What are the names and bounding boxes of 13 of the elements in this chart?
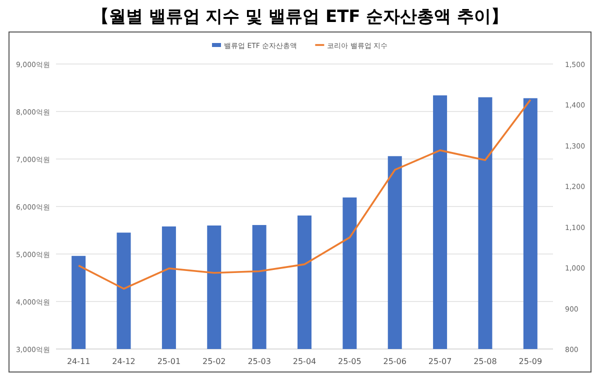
x-tick-label: 25-08	[474, 357, 497, 366]
x-tick-label: 25-03	[248, 357, 271, 366]
x-tick-label: 25-05	[338, 357, 362, 366]
x-tick-label: 25-01	[157, 357, 181, 366]
x-tick-label: 25-02	[202, 357, 226, 366]
line-series	[78, 98, 532, 290]
x-tick-label: 25-09	[518, 357, 542, 366]
x-tick-label: 24-12	[112, 357, 136, 366]
chart-title: 【월별 밸류업 지수 및 밸류업 ETF 순자산총액 추이】	[92, 7, 508, 27]
x-tick-label: 25-06	[383, 357, 406, 366]
x-tick-label: 25-07	[428, 357, 452, 366]
x-tick-label: 25-04	[292, 357, 316, 366]
x-tick-label: 24-11	[66, 357, 90, 366]
